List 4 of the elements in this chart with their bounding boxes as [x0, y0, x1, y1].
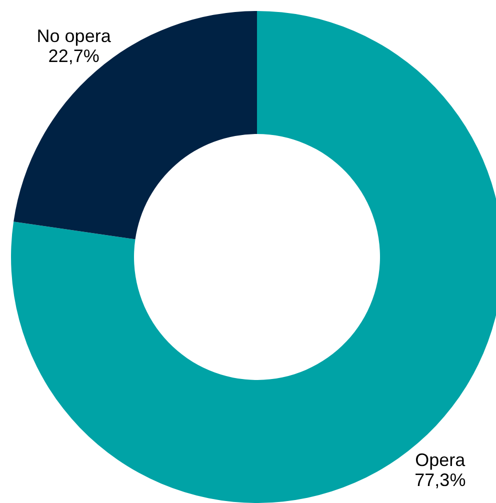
slice-label: Opera [415, 450, 466, 470]
data-label: 22,7% [48, 46, 100, 66]
slice-label: No opera [36, 26, 112, 46]
data-label: 77,3% [414, 470, 466, 490]
